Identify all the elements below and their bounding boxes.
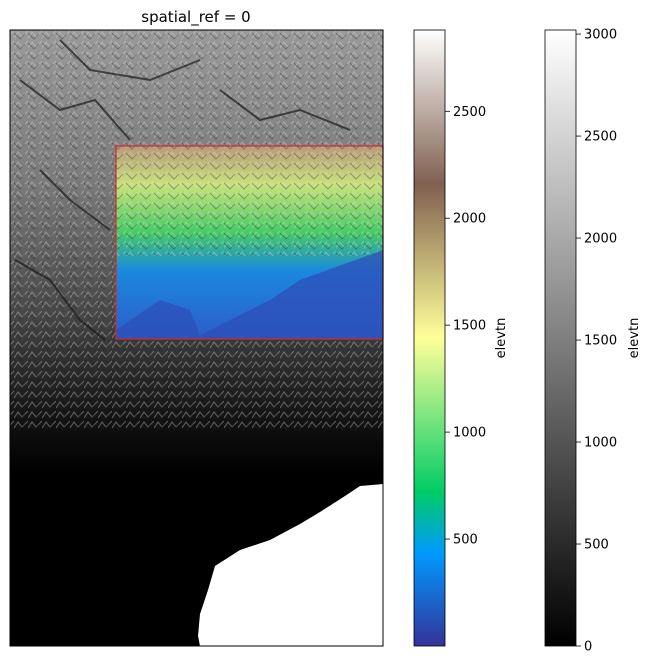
- gray-colorbar-gradient: [544, 29, 577, 647]
- terrain-colorbar-tick-label: 2000: [453, 212, 486, 227]
- terrain-colorbar-tick-label: 1500: [453, 319, 486, 334]
- gray-colorbar-tick-label: 2500: [584, 130, 617, 145]
- terrain-colorbar-gradient: [413, 29, 446, 647]
- chart-title: spatial_ref = 0: [141, 8, 250, 27]
- map-axes-frame: [9, 29, 384, 647]
- terrain-overlay: [116, 146, 383, 339]
- gray-colorbar-tick-label: 1000: [584, 436, 617, 451]
- gray-colorbar-tick-label: 2000: [584, 232, 617, 247]
- gray-colorbar-tick-label: 500: [584, 538, 609, 553]
- gray-colorbar: 0 500 1000 1500 2000 2500 3000 elevtn: [544, 28, 642, 655]
- gray-colorbar-tick-label: 1500: [584, 334, 617, 349]
- valley-lines: [14, 39, 351, 341]
- terrain-colorbar-label: elevtn: [494, 318, 509, 359]
- gray-colorbar-tick-label: 0: [584, 640, 592, 655]
- terrain-colorbar: 500 1000 1500 2000 2500 elevtn: [413, 29, 509, 647]
- gray-colorbar-tick-label: 3000: [584, 28, 617, 43]
- terrain-colorbar-tick-label: 500: [453, 533, 478, 548]
- terrain-colorbar-tick-label: 1000: [453, 426, 486, 441]
- gray-colorbar-label: elevtn: [627, 318, 642, 359]
- terrain-colorbar-tick-label: 2500: [453, 105, 486, 120]
- nodata-sea: [198, 484, 383, 646]
